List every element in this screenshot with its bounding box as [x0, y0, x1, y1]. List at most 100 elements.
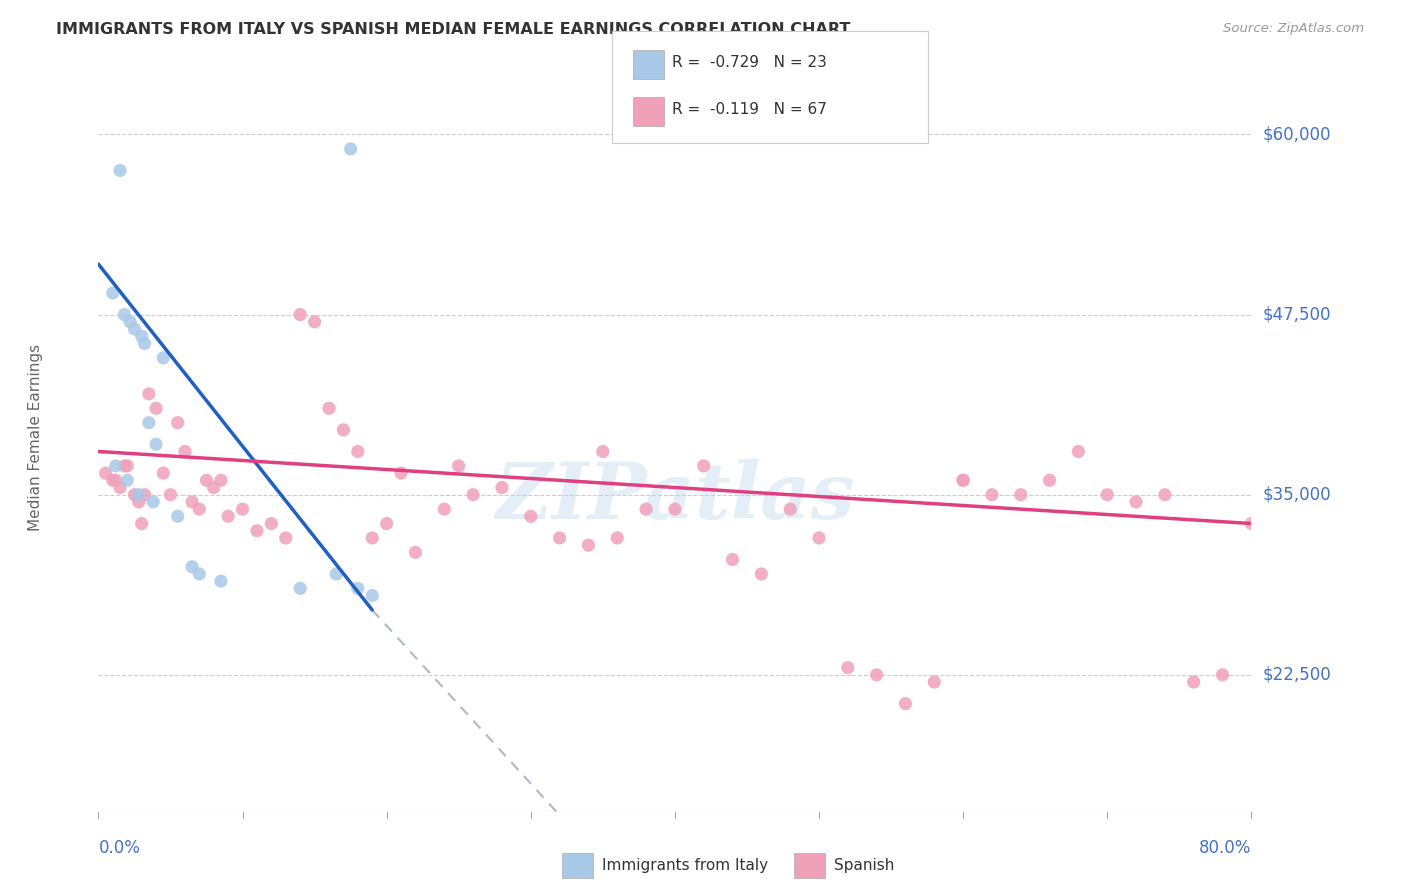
Point — [159, 488, 181, 502]
Point — [361, 531, 384, 545]
Point — [1212, 668, 1234, 682]
Point — [188, 566, 211, 581]
Point — [181, 495, 204, 509]
Point — [188, 502, 211, 516]
Point — [131, 516, 153, 531]
Text: $47,500: $47,500 — [1263, 306, 1331, 324]
Text: 0.0%: 0.0% — [98, 839, 141, 857]
Point — [104, 473, 127, 487]
Point — [346, 582, 368, 596]
Point — [592, 444, 614, 458]
Point — [145, 437, 167, 451]
Point — [134, 336, 156, 351]
Text: Immigrants from Italy: Immigrants from Italy — [602, 858, 768, 872]
Point — [260, 516, 283, 531]
Point — [290, 582, 312, 596]
Point — [332, 423, 354, 437]
Point — [433, 502, 456, 516]
Point — [807, 531, 830, 545]
Point — [246, 524, 269, 538]
Point — [1010, 488, 1032, 502]
Text: R =  -0.729   N = 23: R = -0.729 N = 23 — [672, 54, 827, 70]
Point — [952, 473, 974, 487]
Point — [209, 473, 232, 487]
Point — [751, 566, 773, 581]
Point — [94, 466, 117, 480]
Point — [108, 481, 131, 495]
Point — [101, 473, 124, 487]
Point — [576, 538, 599, 552]
Point — [112, 308, 135, 322]
Point — [128, 495, 150, 509]
Text: ZIPatlas: ZIPatlas — [495, 458, 855, 535]
Point — [1125, 495, 1147, 509]
Point — [152, 351, 174, 365]
Point — [117, 458, 138, 473]
Point — [152, 466, 174, 480]
Point — [304, 315, 326, 329]
Point — [865, 668, 889, 682]
Point — [124, 322, 146, 336]
Point — [981, 488, 1004, 502]
Point — [131, 329, 153, 343]
Text: Spanish: Spanish — [834, 858, 894, 872]
Point — [142, 495, 165, 509]
Text: R =  -0.119   N = 67: R = -0.119 N = 67 — [672, 102, 827, 117]
Point — [120, 315, 142, 329]
Point — [520, 509, 543, 524]
Point — [202, 481, 225, 495]
Text: $60,000: $60,000 — [1263, 126, 1331, 144]
Point — [952, 473, 974, 487]
Text: $35,000: $35,000 — [1263, 486, 1331, 504]
Point — [837, 660, 859, 674]
Text: IMMIGRANTS FROM ITALY VS SPANISH MEDIAN FEMALE EARNINGS CORRELATION CHART: IMMIGRANTS FROM ITALY VS SPANISH MEDIAN … — [56, 22, 851, 37]
Point — [1067, 444, 1090, 458]
Point — [325, 566, 347, 581]
Point — [124, 488, 146, 502]
Point — [447, 458, 470, 473]
Point — [181, 559, 204, 574]
Point — [1153, 488, 1175, 502]
Point — [636, 502, 658, 516]
Text: 80.0%: 80.0% — [1199, 839, 1251, 857]
Point — [405, 545, 427, 559]
Point — [461, 488, 484, 502]
Text: Source: ZipAtlas.com: Source: ZipAtlas.com — [1223, 22, 1364, 36]
Point — [389, 466, 412, 480]
Point — [339, 142, 361, 156]
Point — [318, 401, 340, 416]
Point — [1097, 488, 1119, 502]
Text: Median Female Earnings: Median Female Earnings — [28, 343, 42, 531]
Point — [491, 481, 513, 495]
Point — [693, 458, 716, 473]
Point — [174, 444, 197, 458]
Point — [721, 552, 744, 566]
Point — [924, 675, 946, 690]
Point — [138, 387, 160, 401]
Point — [166, 509, 188, 524]
Point — [117, 473, 138, 487]
Point — [112, 458, 135, 473]
Point — [231, 502, 254, 516]
Point — [664, 502, 686, 516]
Point — [274, 531, 297, 545]
Point — [1038, 473, 1062, 487]
Point — [166, 416, 188, 430]
Point — [145, 401, 167, 416]
Point — [894, 697, 917, 711]
Point — [1182, 675, 1205, 690]
Point — [290, 308, 312, 322]
Point — [209, 574, 232, 589]
Text: $22,500: $22,500 — [1263, 665, 1331, 684]
Point — [217, 509, 239, 524]
Point — [195, 473, 218, 487]
Point — [779, 502, 801, 516]
Point — [101, 285, 124, 300]
Point — [606, 531, 628, 545]
Point — [1240, 516, 1263, 531]
Point — [134, 488, 156, 502]
Point — [138, 416, 160, 430]
Point — [548, 531, 571, 545]
Point — [128, 488, 150, 502]
Point — [104, 458, 127, 473]
